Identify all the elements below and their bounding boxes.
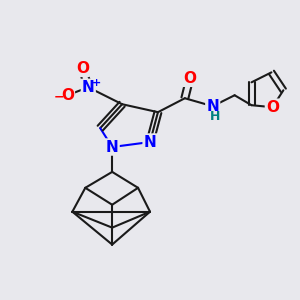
Text: N: N bbox=[82, 80, 95, 95]
Text: −: − bbox=[54, 91, 65, 104]
Text: O: O bbox=[61, 88, 74, 103]
Text: N: N bbox=[106, 140, 118, 154]
Text: N: N bbox=[206, 99, 219, 114]
Text: +: + bbox=[92, 78, 101, 88]
Text: O: O bbox=[76, 61, 89, 76]
Text: H: H bbox=[209, 110, 220, 123]
Text: O: O bbox=[266, 100, 279, 115]
Text: N: N bbox=[144, 134, 156, 149]
Text: O: O bbox=[183, 71, 196, 86]
